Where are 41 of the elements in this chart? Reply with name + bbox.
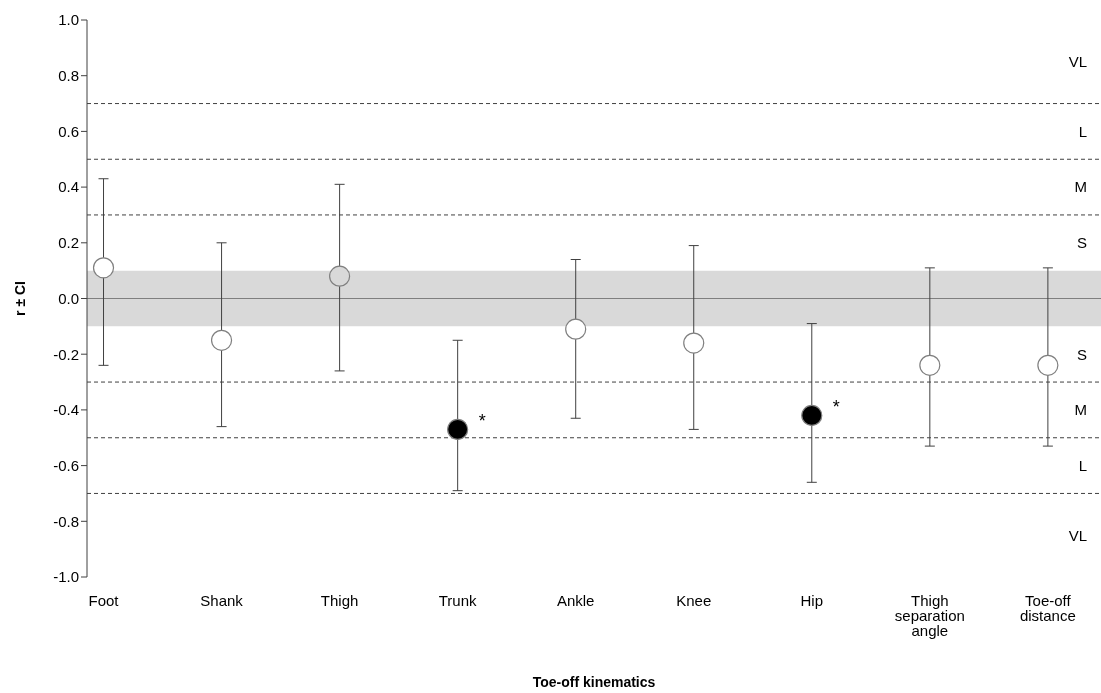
x-tick-label: Thigh separation angle <box>894 591 965 639</box>
annotation: S <box>1076 345 1087 363</box>
annotation: S <box>1076 234 1087 252</box>
annotation: M <box>1074 401 1087 419</box>
y-tick-label: 1.0 <box>58 11 79 29</box>
y-tick-label: 0.4 <box>58 178 79 196</box>
point <box>683 332 705 354</box>
y-tick-label: 0.0 <box>58 289 79 307</box>
y-tick-label: 0.6 <box>58 122 79 140</box>
x-tick-label: Knee <box>676 591 712 609</box>
point <box>801 404 823 427</box>
x-tick-label: Foot <box>88 591 120 609</box>
point <box>210 329 233 351</box>
x-tick-label: Thigh <box>320 591 359 609</box>
annotation: VL <box>1068 53 1087 71</box>
y-tick-label: 0.8 <box>58 67 79 85</box>
x-tick-label: Trunk <box>438 591 478 609</box>
annotation: M <box>1074 178 1087 196</box>
annotation: * <box>478 411 486 432</box>
annotation: L <box>1078 122 1087 140</box>
annotation: VL <box>1068 526 1087 544</box>
x-axis-title: Toe-off kinematics <box>532 674 656 690</box>
x-tick-label: Ankle <box>556 591 595 609</box>
y-tick-label: -0.6 <box>53 456 79 474</box>
point <box>92 257 115 279</box>
point <box>565 318 587 340</box>
point <box>447 418 469 440</box>
annotation: L <box>1078 456 1087 474</box>
x-tick-label: Toe-off distance <box>1019 591 1076 624</box>
x-tick-label: Hip <box>800 591 824 609</box>
y-tick-label: -0.4 <box>53 401 79 419</box>
y-tick-label: -0.2 <box>53 345 79 363</box>
point <box>329 265 351 287</box>
y-tick-label: -0.8 <box>53 512 79 530</box>
annotation: * <box>832 397 840 418</box>
y-axis-title: r ± CI <box>11 281 28 316</box>
x-tick-label: Shank <box>200 591 244 609</box>
y-tick-label: -1.0 <box>53 568 79 586</box>
y-tick-label: 0.2 <box>58 234 79 252</box>
point <box>919 354 941 376</box>
point <box>1037 354 1059 376</box>
